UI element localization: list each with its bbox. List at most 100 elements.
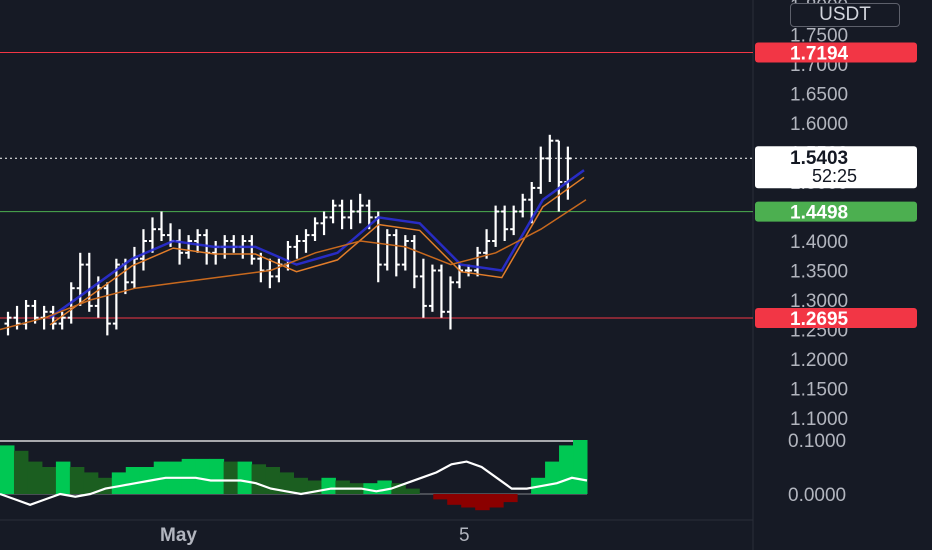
ohlc-bar — [428, 264, 436, 312]
oscillator-histogram-bar — [0, 445, 15, 494]
price-tick-label: 1.1500 — [790, 380, 848, 401]
ohlc-bar — [356, 193, 364, 224]
support-price-tag[interactable]: 1.4498 — [755, 201, 917, 224]
ohlc-bar — [22, 300, 30, 330]
ohlc-bar — [419, 258, 427, 318]
ohlc-bar — [338, 199, 346, 230]
oscillator-histogram-bar — [111, 472, 127, 494]
ohlc-bar — [275, 258, 283, 283]
ohlc-bar — [510, 205, 518, 236]
ohlc-bar — [392, 229, 400, 277]
low-price-tag[interactable]: 1.2695 — [755, 307, 917, 330]
ohlc-bar — [383, 229, 391, 271]
price-tick-label: 1.2000 — [790, 350, 848, 371]
oscillator-histogram-bar — [363, 483, 378, 494]
price-tick-label: 1.6000 — [790, 114, 848, 135]
ohlc-bar — [266, 258, 274, 289]
ohlc-bar — [564, 146, 572, 200]
indicator-tick-label: 0.1000 — [788, 431, 846, 452]
ohlc-bar — [446, 276, 454, 330]
oscillator-histogram-bar — [461, 494, 476, 508]
ohlc-bar — [528, 182, 536, 224]
ohlc-bar — [49, 305, 57, 330]
oscillator-histogram-bar — [405, 488, 420, 494]
oscillator-histogram-bar — [475, 494, 490, 511]
oscillator-histogram-bar — [41, 467, 57, 494]
oscillator-histogram-bar — [433, 494, 448, 500]
oscillator-histogram-bar — [223, 461, 239, 494]
oscillator-histogram-bar — [335, 480, 350, 494]
ohlc-bar — [519, 193, 527, 218]
ema-slow-line — [0, 199, 587, 331]
price-tick-label: 1.4000 — [790, 232, 848, 253]
oscillator-histogram-bar — [27, 461, 43, 494]
oscillator-histogram-bar — [391, 483, 406, 494]
ohlc-bar — [311, 217, 319, 241]
oscillator-histogram-bar — [559, 445, 574, 494]
ema-mid-line — [49, 176, 585, 326]
ohlc-bar — [176, 229, 184, 265]
ohlc-bar — [329, 199, 337, 224]
oscillator-histogram-bar — [83, 472, 99, 494]
ohlc-bar — [347, 199, 355, 230]
oscillator-histogram-bar — [503, 494, 518, 503]
ohlc-bar — [185, 235, 193, 259]
bar-countdown: 52:25 — [812, 166, 857, 186]
ema-fast-line — [49, 169, 585, 319]
oscillator-histogram-bar — [377, 480, 392, 494]
price-tick-label: 1.1000 — [790, 409, 848, 430]
ohlc-bar — [4, 311, 12, 336]
oscillator-histogram-bar — [209, 458, 225, 494]
ohlc-bar — [130, 246, 138, 289]
ohlc-bar — [212, 241, 220, 265]
ohlc-bar — [555, 139, 563, 212]
ohlc-bar — [437, 264, 445, 318]
oscillator-histogram-bar — [69, 467, 85, 494]
ohlc-bar — [284, 241, 292, 271]
oscillator-histogram-bar — [125, 467, 141, 494]
oscillator-histogram-bar — [237, 461, 253, 494]
ohlc-bar — [401, 235, 409, 271]
ohlc-bar — [410, 235, 418, 289]
ohlc-bar — [501, 205, 509, 241]
oscillator-histogram-bar — [181, 458, 197, 494]
oscillator-histogram-bar — [545, 461, 560, 494]
oscillator-histogram-bar — [55, 461, 71, 494]
ohlc-bar — [546, 134, 554, 182]
oscillator-histogram-bar — [293, 477, 308, 494]
oscillator-histogram-bar — [447, 494, 462, 505]
ohlc-bar — [194, 229, 202, 253]
svg-text:1.7194: 1.7194 — [790, 44, 849, 65]
ohlc-bar — [148, 217, 156, 253]
price-tick-label: 1.3500 — [790, 262, 848, 283]
price-tick-label: 1.3000 — [790, 291, 848, 312]
current-price-value: 1.5403 — [790, 148, 848, 169]
ohlc-bar — [374, 211, 382, 283]
oscillator-histogram-bar — [573, 440, 588, 494]
currency-badge[interactable]: USDT — [790, 3, 900, 27]
ohlc-bar — [230, 235, 238, 253]
ohlc-bar — [158, 211, 166, 241]
oscillator-histogram-bar — [195, 458, 211, 494]
ohlc-bar — [257, 252, 265, 283]
svg-text:1.4498: 1.4498 — [790, 203, 848, 224]
ohlc-bar — [85, 252, 93, 312]
ohlc-bar — [474, 246, 482, 277]
oscillator-histogram-bar — [489, 494, 504, 508]
ohlc-bar — [492, 205, 500, 247]
resistance-price-tag[interactable]: 1.7194 — [755, 42, 917, 65]
oscillator-histogram-bar — [13, 450, 29, 494]
ohlc-bar — [58, 311, 66, 330]
ohlc-bar — [293, 235, 301, 259]
ohlc-bar — [248, 235, 256, 265]
oscillator-signal-line — [0, 460, 588, 506]
price-tick-label: 1.7500 — [790, 26, 848, 47]
time-label-5: 5 — [459, 525, 470, 546]
indicator-tick-label: 0.0000 — [788, 485, 846, 506]
ohlc-bar — [139, 229, 147, 271]
oscillator-histogram-bar — [321, 477, 336, 494]
oscillator-histogram-bar — [279, 472, 294, 494]
